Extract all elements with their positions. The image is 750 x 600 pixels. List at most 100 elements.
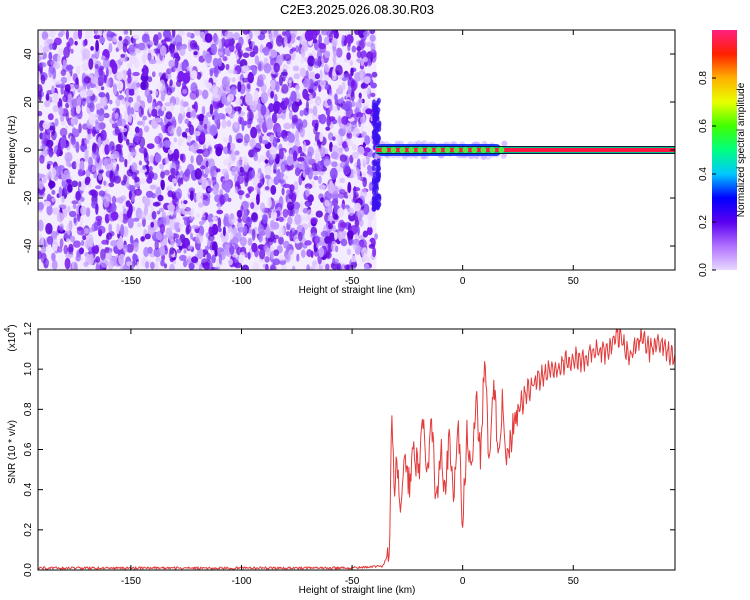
noise-speckle xyxy=(93,221,99,231)
noise-speckle xyxy=(77,30,83,40)
noise-speckle xyxy=(132,101,141,112)
noise-speckle xyxy=(172,67,176,72)
noise-speckle xyxy=(260,91,268,104)
noise-speckle xyxy=(156,58,160,64)
noise-speckle xyxy=(338,189,346,195)
noise-speckle xyxy=(352,243,359,250)
noise-speckle xyxy=(209,124,218,135)
x-tick-label: 50 xyxy=(568,576,580,587)
noise-speckle xyxy=(97,114,105,122)
noise-speckle xyxy=(253,30,261,37)
noise-speckle xyxy=(118,212,124,223)
noise-speckle xyxy=(60,121,66,126)
noise-speckle xyxy=(306,264,310,270)
noise-speckle xyxy=(61,195,65,204)
noise-speckle xyxy=(150,221,155,228)
noise-speckle xyxy=(191,224,200,230)
snr-series-line xyxy=(38,329,675,570)
noise-speckle xyxy=(340,124,345,129)
noise-speckle xyxy=(195,262,203,270)
noise-speckle xyxy=(294,213,302,225)
noise-speckle xyxy=(314,73,320,80)
noise-speckle xyxy=(90,100,94,109)
noise-speckle xyxy=(113,175,121,184)
noise-speckle xyxy=(172,178,177,184)
noise-speckle xyxy=(329,167,338,180)
noise-speckle xyxy=(364,135,371,145)
noise-speckle xyxy=(172,217,181,224)
noise-speckle xyxy=(257,182,262,189)
noise-speckle xyxy=(285,253,291,263)
noise-speckle xyxy=(295,85,300,90)
snr-x-ticks: -150 -100 -50 0 50 xyxy=(121,329,579,587)
noise-speckle xyxy=(151,108,158,117)
noise-speckle xyxy=(40,74,46,85)
noise-speckle xyxy=(94,30,100,36)
noise-speckle xyxy=(193,51,198,56)
noise-speckle xyxy=(48,180,56,189)
noise-speckle xyxy=(143,197,151,208)
noise-speckle xyxy=(190,144,195,152)
noise-speckle xyxy=(38,84,43,94)
noise-speckle xyxy=(313,80,319,87)
noise-speckle xyxy=(190,232,193,240)
noise-speckle xyxy=(264,174,271,179)
noise-speckle xyxy=(250,126,258,139)
noise-speckle xyxy=(154,261,159,270)
noise-speckle xyxy=(345,122,352,134)
noise-speckle xyxy=(152,101,156,111)
noise-speckle xyxy=(327,70,333,78)
noise-speckle xyxy=(205,82,213,89)
noise-speckle xyxy=(350,79,355,87)
noise-speckle xyxy=(238,36,244,47)
noise-speckle xyxy=(234,98,243,106)
noise-speckle xyxy=(138,160,142,166)
noise-speckle xyxy=(340,238,348,247)
noise-speckle xyxy=(359,70,364,80)
noise-speckle xyxy=(46,235,54,245)
noise-speckle xyxy=(158,207,165,213)
noise-speckle xyxy=(98,173,103,181)
noise-speckle xyxy=(79,217,83,226)
noise-speckle xyxy=(106,30,114,42)
noise-speckle xyxy=(262,214,268,225)
noise-speckle xyxy=(338,147,344,153)
noise-speckle xyxy=(350,91,355,102)
noise-speckle xyxy=(272,136,278,148)
noise-speckle xyxy=(342,163,351,176)
noise-speckle xyxy=(352,167,361,178)
noise-speckle xyxy=(283,53,292,62)
noise-speckle xyxy=(360,124,364,133)
noise-speckle xyxy=(95,256,101,263)
noise-speckle xyxy=(114,112,119,120)
noise-speckle xyxy=(227,93,234,103)
noise-speckle xyxy=(209,69,214,77)
noise-speckle xyxy=(198,220,205,226)
noise-speckle xyxy=(138,136,146,148)
signal-blob xyxy=(471,147,478,153)
noise-speckle xyxy=(280,263,287,270)
noise-speckle xyxy=(279,74,283,87)
noise-speckle xyxy=(47,113,54,121)
x-tick-label: 50 xyxy=(568,276,580,287)
noise-speckle xyxy=(360,83,366,89)
noise-speckle xyxy=(204,167,210,175)
noise-speckle xyxy=(105,67,109,78)
noise-speckle xyxy=(122,244,128,254)
noise-speckle xyxy=(203,123,208,131)
noise-speckle xyxy=(142,115,148,121)
colorbar-ticks: 0.0 0.2 0.4 0.6 0.8 xyxy=(698,71,716,277)
noise-speckle xyxy=(97,225,106,234)
noise-speckle xyxy=(59,30,65,36)
noise-speckle xyxy=(224,107,232,113)
noise-speckle xyxy=(183,200,188,205)
noise-speckle xyxy=(228,213,236,225)
noise-speckle xyxy=(170,167,176,176)
noise-speckle xyxy=(351,45,357,53)
snr-panel: -150 -100 -50 0 50 0.0 0.2 0.4 0.6 0.8 1.0 1.2 Hei… xyxy=(3,322,676,596)
noise-speckle xyxy=(264,159,269,164)
noise-speckle xyxy=(247,72,254,84)
noise-speckle xyxy=(278,178,282,184)
noise-speckle xyxy=(278,226,285,238)
noise-speckle xyxy=(120,53,126,58)
